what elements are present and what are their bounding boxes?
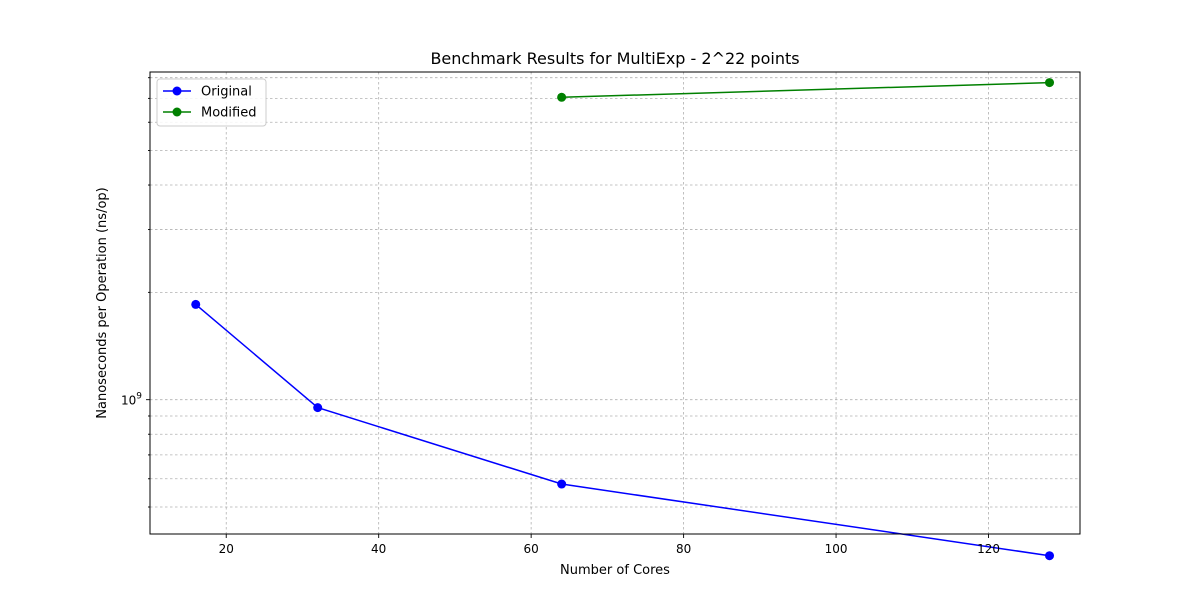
- legend-label-modified: Modified: [201, 106, 256, 121]
- data-point-original: [191, 299, 201, 309]
- data-point-modified: [1045, 78, 1055, 88]
- legend-marker-modified: [172, 107, 182, 117]
- y-axis-label: Nanoseconds per Operation (ns/op): [95, 187, 110, 418]
- x-tick-label: 40: [371, 542, 386, 556]
- x-tick-label: 120: [977, 542, 1000, 556]
- series-layer: [191, 78, 1055, 561]
- x-axis-label: Number of Cores: [560, 563, 670, 578]
- series-line-modified: [561, 81, 1050, 99]
- legend-label-original: Original: [201, 85, 252, 100]
- data-point-modified: [557, 92, 567, 102]
- x-tick-label: 80: [676, 542, 691, 556]
- x-tick-label: 20: [219, 542, 234, 556]
- data-point-original: [313, 403, 323, 413]
- x-tick-label: 60: [524, 542, 539, 556]
- series-line-original: [195, 303, 1050, 557]
- plot-frame: [149, 71, 1081, 535]
- chart-title: Benchmark Results for MultiExp - 2^22 po…: [430, 49, 799, 68]
- legend: Original Modified: [156, 78, 267, 127]
- data-point-original: [1045, 551, 1055, 561]
- grid: [150, 72, 1080, 534]
- legend-marker-original: [172, 86, 182, 96]
- x-tick-label: 100: [825, 542, 848, 556]
- ticks: 20 40 60 80 100 120 109: [121, 77, 1000, 556]
- data-point-original: [557, 479, 567, 489]
- y-tick-label: 109: [121, 392, 142, 408]
